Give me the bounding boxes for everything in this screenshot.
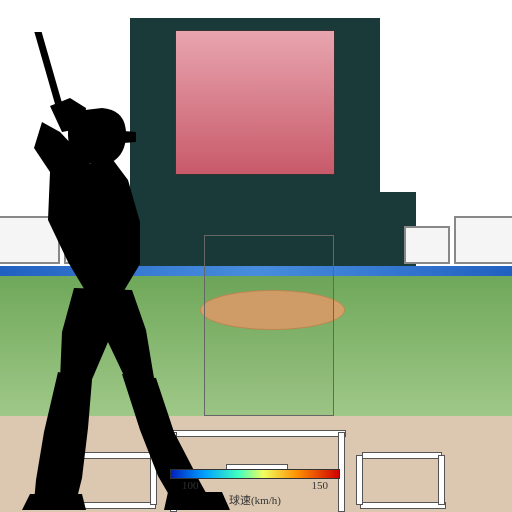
legend-tick-min: 100 [182,480,199,492]
plate-line [362,452,442,459]
baseball-scene: 100 150 球速(km/h) [0,0,512,512]
legend-title: 球速(km/h) [170,492,340,508]
seat-box [454,216,512,264]
seat-box [404,226,450,264]
speed-legend: 100 150 球速(km/h) [170,469,350,508]
batter-silhouette [0,32,250,512]
legend-tick-max: 150 [312,480,329,492]
plate-line [356,455,363,505]
legend-ticks: 100 150 [170,480,340,492]
plate-line [360,502,446,509]
plate-line [438,455,445,505]
legend-colorbar [170,469,340,479]
